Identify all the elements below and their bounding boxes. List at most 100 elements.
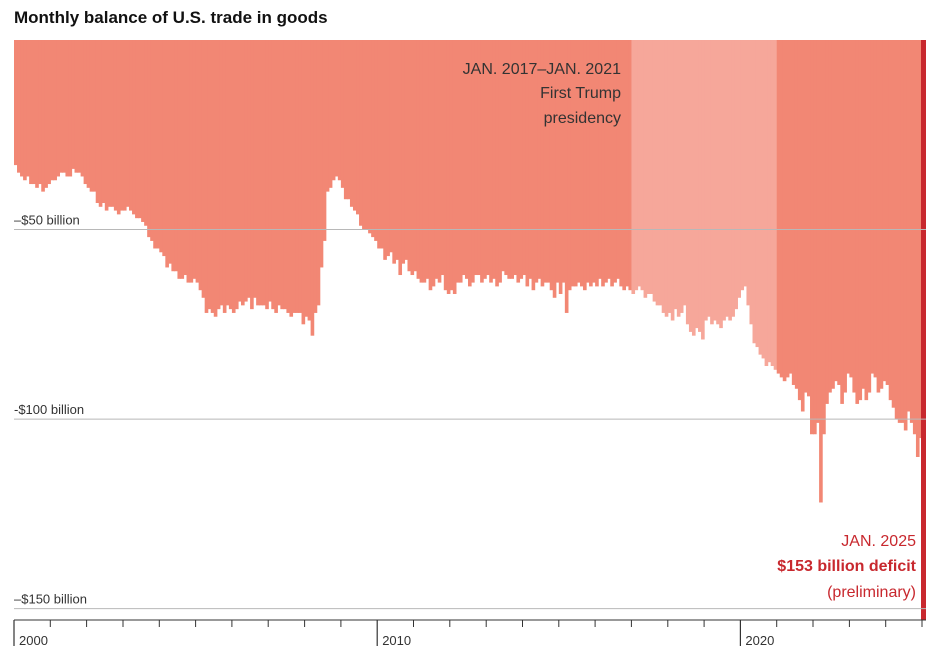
bar-2004-05	[171, 40, 176, 272]
bar-2018-08	[688, 40, 693, 332]
bar-2003-03	[129, 40, 133, 211]
bar-2014-06	[537, 40, 542, 279]
bar-2022-10	[840, 40, 844, 404]
bar-2016-02	[598, 40, 602, 279]
bar-2000-11	[44, 40, 48, 188]
bar-2014-01	[522, 40, 527, 276]
bar-2024-12	[918, 40, 923, 439]
bar-2000-10	[41, 40, 45, 192]
bar-2004-08	[180, 40, 185, 279]
bar-2021-04	[785, 40, 790, 378]
bar-2018-03	[673, 40, 678, 310]
bar-2002-01	[86, 40, 91, 188]
bar-2019-09	[728, 40, 732, 321]
bar-2012-07	[468, 40, 472, 287]
highlight-period-subtitle: presidency	[544, 110, 621, 127]
bar-2012-06	[464, 40, 469, 279]
bar-2018-10	[695, 40, 699, 329]
bar-2021-06	[791, 40, 796, 385]
bar-2008-08	[325, 40, 330, 192]
bar-2024-08	[906, 40, 911, 412]
bar-2013-02	[489, 40, 493, 283]
bar-2017-02	[634, 40, 639, 291]
bar-2000-06	[29, 40, 33, 185]
bar-2020-02	[743, 40, 748, 287]
bar-2016-09	[619, 40, 623, 287]
bar-2005-11	[225, 40, 230, 306]
bar-2010-01	[377, 40, 381, 249]
bar-2004-04	[168, 40, 172, 264]
bar-2015-01	[558, 40, 563, 294]
bar-2018-05	[679, 40, 684, 313]
bar-2003-05	[135, 40, 139, 219]
bar-2016-12	[628, 40, 633, 291]
bar-2017-12	[664, 40, 669, 317]
bar-2009-06	[356, 40, 360, 215]
bar-2011-11	[443, 40, 448, 291]
bar-2004-02	[162, 40, 166, 257]
bar-2021-12	[810, 40, 814, 435]
bar-2019-06	[719, 40, 723, 329]
bar-2009-05	[352, 40, 357, 211]
bar-2011-04	[422, 40, 427, 283]
bar-2005-01	[195, 40, 200, 283]
bar-2024-01	[885, 40, 890, 385]
bar-2010-05	[389, 40, 393, 253]
bar-2009-03	[346, 40, 351, 200]
bar-2017-04	[640, 40, 645, 291]
bar-2023-11	[879, 40, 884, 389]
bar-2011-06	[428, 40, 433, 291]
bar-2008-02	[307, 40, 312, 321]
bar-2012-11	[480, 40, 484, 283]
bar-2012-04	[458, 40, 463, 283]
bar-2013-01	[486, 40, 490, 276]
bar-2020-11	[770, 40, 775, 367]
bar-2023-08	[870, 40, 875, 374]
bar-2017-08	[652, 40, 657, 302]
bar-2000-07	[32, 40, 36, 185]
bar-2002-05	[98, 40, 103, 207]
bar-2007-10	[295, 40, 300, 313]
bar-2019-05	[716, 40, 720, 325]
bar-2016-01	[595, 40, 599, 287]
bar-2015-12	[592, 40, 596, 283]
bar-2008-11	[334, 40, 339, 177]
bar-2008-07	[322, 40, 327, 241]
bar-2014-10	[549, 40, 554, 291]
bar-2015-06	[573, 40, 578, 287]
bar-2006-08	[253, 40, 257, 298]
bar-2009-07	[359, 40, 363, 226]
bar-2001-06	[65, 40, 70, 177]
bar-2019-11	[734, 40, 738, 310]
bar-2003-11	[153, 40, 157, 249]
bar-2021-11	[806, 40, 811, 397]
bar-2001-07	[68, 40, 73, 177]
bar-2011-08	[434, 40, 439, 279]
bar-2017-07	[649, 40, 654, 294]
bar-2016-11	[625, 40, 630, 287]
bar-2005-12	[228, 40, 233, 310]
bar-2010-11	[407, 40, 412, 272]
bar-2015-04	[567, 40, 572, 291]
bar-2007-09	[292, 40, 297, 313]
bar-2023-10	[876, 40, 881, 393]
bar-2015-09	[583, 40, 587, 291]
bar-2013-06	[501, 40, 505, 272]
bar-2009-10	[368, 40, 372, 234]
bar-2011-01	[413, 40, 418, 272]
latest-note-label: (preliminary)	[827, 584, 916, 601]
bar-2024-11	[915, 40, 920, 457]
bar-2024-09	[909, 40, 914, 423]
bar-2004-03	[165, 40, 169, 268]
bar-2020-12	[773, 40, 778, 370]
bar-2025-01	[921, 40, 926, 620]
bar-2017-03	[637, 40, 642, 287]
highlight-period-label: JAN. 2017–JAN. 2021	[463, 61, 621, 78]
bar-2022-06	[828, 40, 832, 393]
bar-2006-11	[262, 40, 266, 306]
bar-2011-10	[440, 40, 445, 276]
bar-2023-03	[855, 40, 860, 404]
bar-2011-12	[446, 40, 451, 294]
bar-2005-05	[207, 40, 212, 310]
